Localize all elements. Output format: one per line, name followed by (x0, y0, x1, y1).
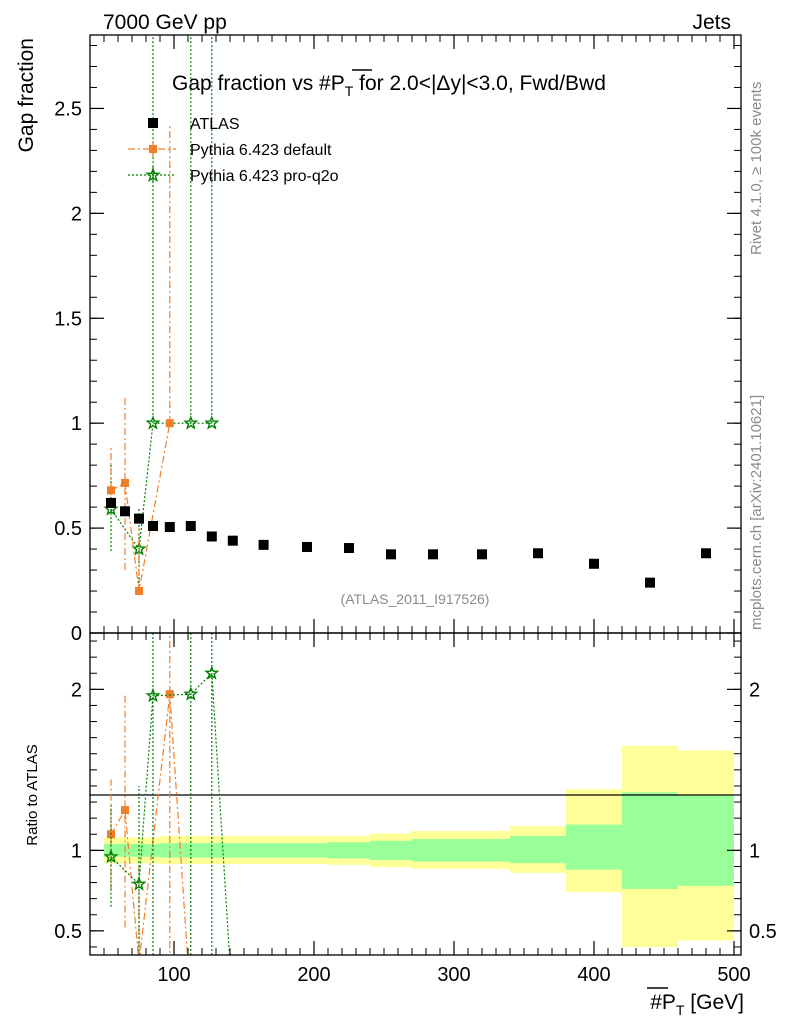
ratio-panel-data (103, 633, 231, 967)
main-point-pythia-6-423-default (107, 486, 115, 495)
main-point-atlas (206, 531, 217, 542)
main-ylabel: Gap fraction (15, 38, 38, 152)
main-panel-frame (89, 34, 742, 634)
main-point-atlas (302, 541, 312, 552)
ratio-line-pythia-6-423-default (110, 694, 189, 955)
ratio-y-tick-label: 0.5 (54, 921, 82, 943)
rivet-version-label: Rivet 4.1.0, ≥ 100k events (748, 82, 765, 255)
main-point-atlas (134, 513, 144, 524)
x-tick-label: 500 (717, 964, 750, 986)
ratio-uncertainty-bands (104, 745, 734, 947)
main-panel-data (103, 35, 711, 596)
ratio-point-pythia-6-423-pro-q2o (131, 876, 147, 891)
main-point-atlas (477, 549, 487, 560)
ratio-point-pythia-6-423-pro-q2o (145, 687, 161, 703)
ratio-band-inner (160, 843, 181, 858)
main-point-atlas (164, 522, 175, 533)
legend-marker-atlas (148, 118, 158, 128)
main-point-atlas (148, 520, 158, 531)
main-y-tick-label: 1 (71, 413, 82, 435)
main-point-atlas (645, 577, 655, 588)
analysis-watermark: (ATLAS_2011_I917526) (341, 591, 490, 607)
ratio-band-inner (244, 843, 286, 858)
ratio-band-inner (412, 839, 454, 862)
main-point-atlas (258, 539, 269, 550)
ratio-line-pythia-6-423-pro-q2o (110, 671, 231, 955)
ratio-point-pythia-6-423-default (121, 806, 129, 815)
main-point-atlas (428, 549, 438, 560)
ratio-y-tick-label-right: 1 (749, 840, 760, 862)
ratio-band-inner (370, 840, 412, 861)
legend-item-pythia-default: Pythia 6.423 default (128, 141, 332, 159)
main-point-pythia-6-423-pro-q2o (204, 415, 220, 430)
legend-label-pythia-pro-q2o: Pythia 6.423 pro-q2o (190, 168, 339, 185)
main-y-tick-label: 2 (71, 203, 82, 225)
ratio-point-pythia-6-423-pro-q2o (204, 665, 220, 680)
ratio-y-tick-label: 2 (71, 679, 82, 701)
header-process-label: Jets (692, 11, 731, 34)
ratio-point-pythia-6-423-default (135, 959, 143, 967)
main-point-pythia-6-423-pro-q2o (131, 541, 147, 556)
main-point-pythia-6-423-pro-q2o (145, 415, 161, 430)
header-energy-label: 7000 GeV pp (103, 11, 227, 34)
ratio-point-pythia-6-423-default (165, 690, 174, 699)
legend-label-atlas: ATLAS (190, 116, 240, 133)
ratio-band-inner (622, 792, 678, 889)
ratio-band-inner (202, 843, 223, 858)
main-point-atlas (344, 543, 354, 554)
ratio-band-inner (286, 843, 328, 858)
legend-marker-pythia-default (149, 145, 157, 153)
ratio-y-tick-label-right: 0.5 (749, 921, 777, 943)
main-point-pythia-6-423-default (135, 587, 143, 596)
ratio-ylabel: Ratio to ATLAS (24, 744, 41, 845)
main-point-atlas (227, 535, 238, 546)
mcplots-label: mcplots.cern.ch [arXiv:2401.10621] (748, 395, 765, 630)
ratio-panel-frame (89, 632, 742, 956)
legend-marker-pythia-pro-q2o (145, 167, 161, 183)
ratio-band-inner (678, 795, 734, 886)
ratio-point-pythia-6-423-pro-q2o (103, 848, 119, 864)
main-title: Gap fraction vs #PT for 2.0<|Δy|<3.0, Fw… (172, 72, 606, 99)
main-y-tick-label: 0 (71, 623, 82, 645)
main-point-pythia-6-423-default (165, 419, 174, 428)
main-point-atlas (185, 520, 196, 531)
legend: ATLAS Pythia 6.423 default Pythia 6.423 … (128, 116, 339, 185)
ratio-y-tick-label: 1 (71, 840, 82, 862)
main-y-tick-label: 0.5 (54, 518, 82, 540)
ratio-point-pythia-6-423-pro-q2o (183, 686, 199, 701)
ratio-y-tick-label-right: 2 (749, 679, 760, 701)
main-point-atlas (589, 558, 599, 569)
main-point-atlas (106, 497, 116, 508)
ratio-band-inner (510, 835, 566, 864)
main-y-tick-label: 2.5 (54, 98, 82, 120)
main-point-atlas (701, 548, 711, 559)
ratio-band-inner (181, 843, 202, 858)
ratio-band-inner (566, 824, 622, 870)
axis-ticks: 0 0.5 1 1.5 2 2.5 0.5 0.5 1 1 2 2 100 200 300 400 500 (54, 35, 777, 986)
main-y-tick-label: 1.5 (54, 308, 82, 330)
legend-item-pythia-pro-q2o: Pythia 6.423 pro-q2o (128, 167, 339, 185)
x-tick-label: 100 (157, 964, 190, 986)
x-tick-label: 300 (437, 964, 470, 986)
main-point-atlas (386, 549, 396, 560)
ratio-band-inner (454, 839, 510, 862)
main-point-pythia-6-423-pro-q2o (183, 415, 199, 430)
main-line-pythia-6-423-pro-q2o (110, 422, 212, 551)
legend-item-atlas: ATLAS (148, 116, 240, 133)
main-point-atlas (533, 548, 543, 559)
main-point-atlas (120, 506, 130, 517)
main-point-pythia-6-423-default (121, 478, 129, 487)
x-tick-label: 400 (577, 964, 610, 986)
main-line-pythia-6-423-default (110, 423, 171, 592)
x-axis-label: #PT [GeV] (650, 991, 744, 1018)
legend-label-pythia-default: Pythia 6.423 default (190, 142, 332, 159)
ratio-band-inner (223, 843, 244, 858)
x-tick-label: 200 (297, 964, 330, 986)
ratio-band-inner (328, 842, 370, 859)
